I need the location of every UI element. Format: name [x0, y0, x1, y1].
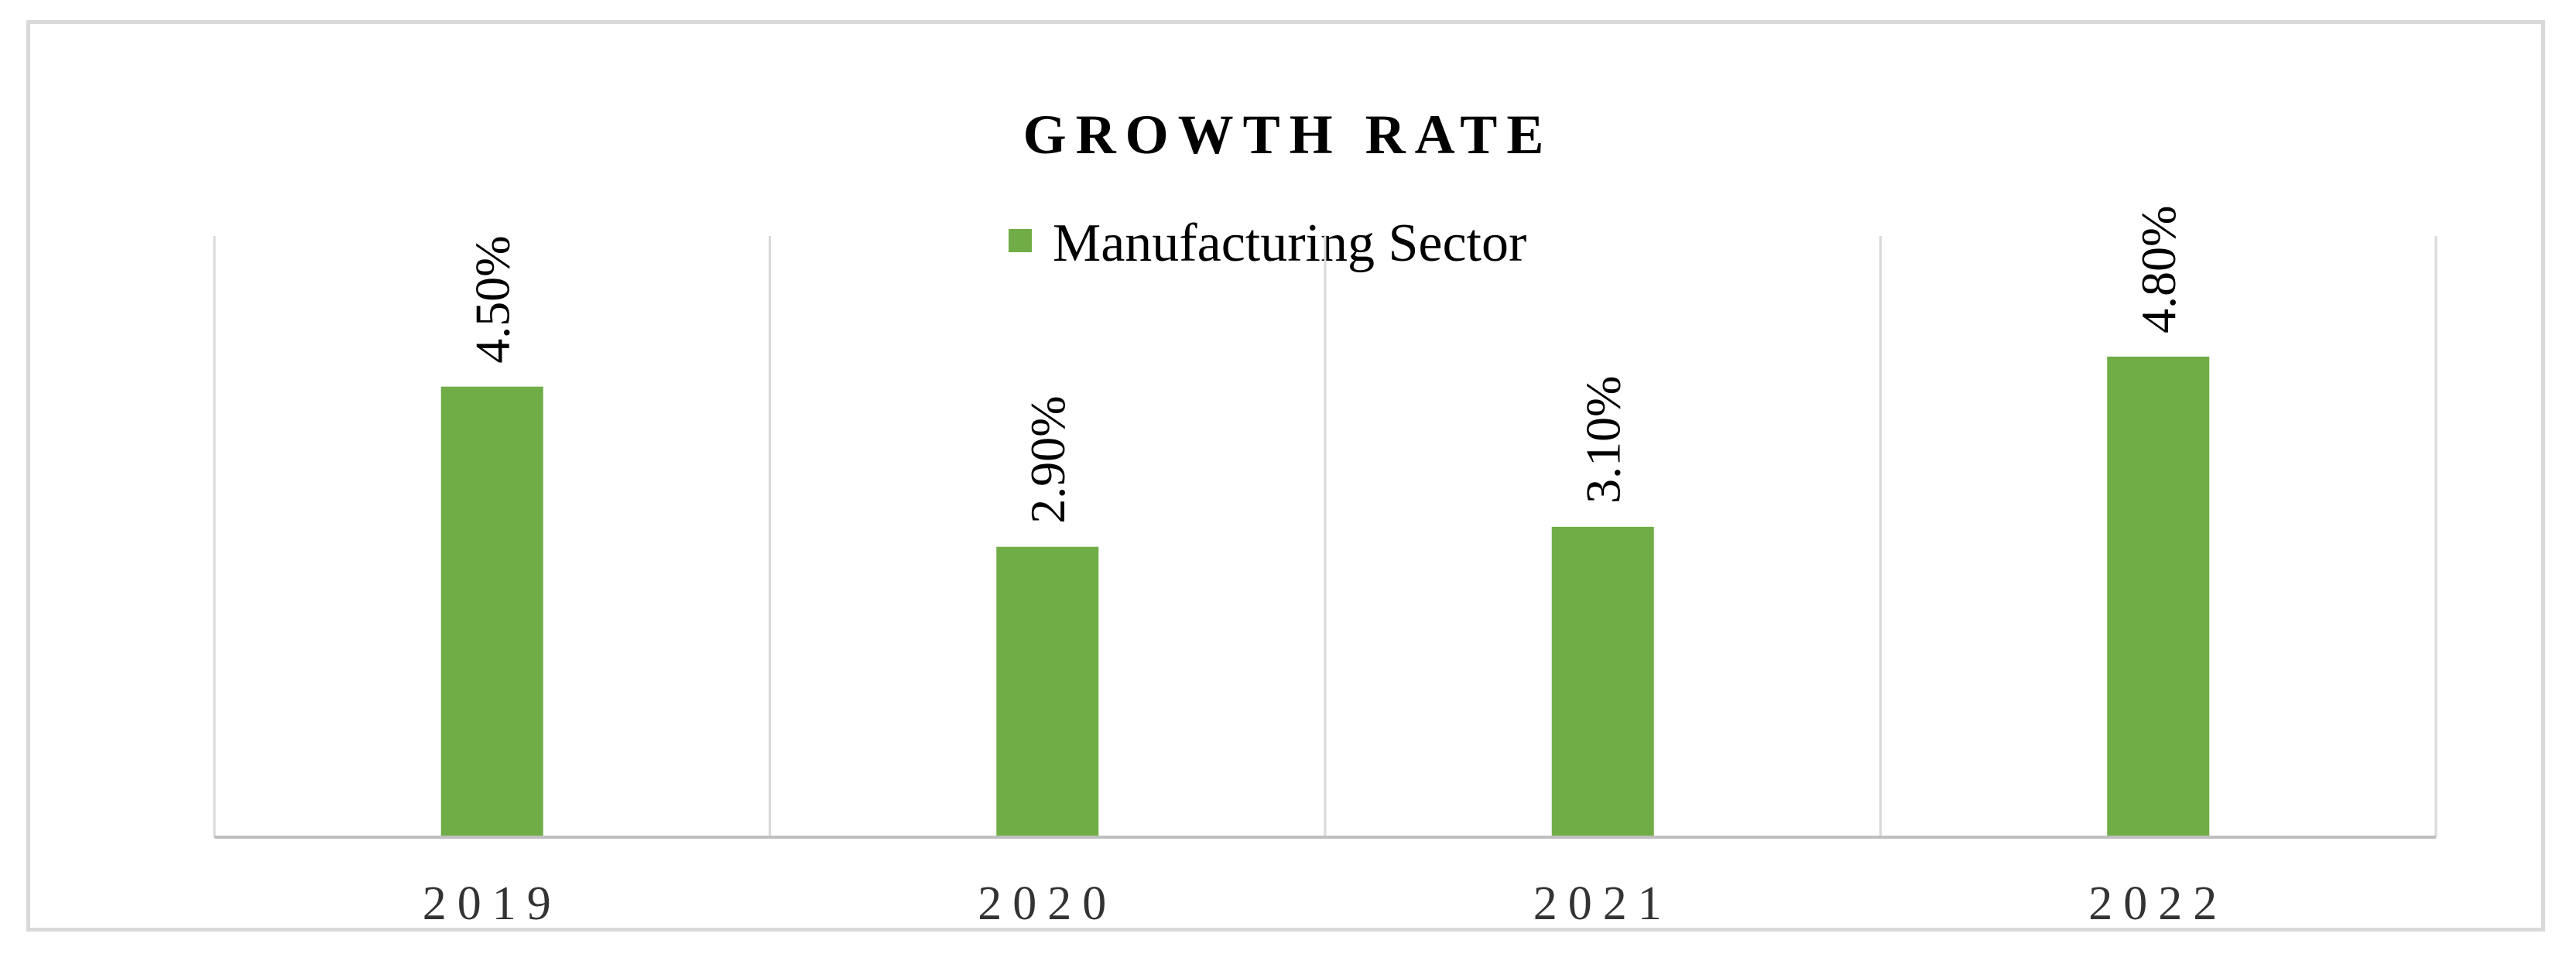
bar-2020: [996, 546, 1099, 837]
chart-title: GROWTH RATE: [1023, 104, 1553, 166]
legend-label: Manufacturing Sector: [1053, 214, 1526, 273]
x-tick-label-2021: 2021: [1533, 877, 1673, 930]
x-tick-labels: 2019 2020 2021 2022: [423, 877, 2228, 930]
x-tick-label-2022: 2022: [2088, 877, 2228, 930]
legend-swatch: [1009, 229, 1032, 252]
grid-lines: [213, 236, 2437, 837]
x-tick-label-2020: 2020: [978, 877, 1117, 930]
bar-2019: [440, 386, 543, 837]
data-label-2020: 2.90%: [1020, 395, 1075, 523]
bars: [440, 356, 2210, 837]
bar-2022: [2107, 356, 2210, 837]
data-labels: 4.50% 2.90% 3.10% 4.80%: [465, 206, 2187, 524]
x-tick-label-2019: 2019: [423, 877, 562, 930]
data-label-2022: 4.80%: [2131, 206, 2186, 333]
bar-2021: [1551, 526, 1654, 837]
data-label-2021: 3.10%: [1576, 376, 1631, 504]
legend: Manufacturing Sector: [1009, 214, 1526, 273]
data-label-2019: 4.50%: [465, 235, 520, 363]
